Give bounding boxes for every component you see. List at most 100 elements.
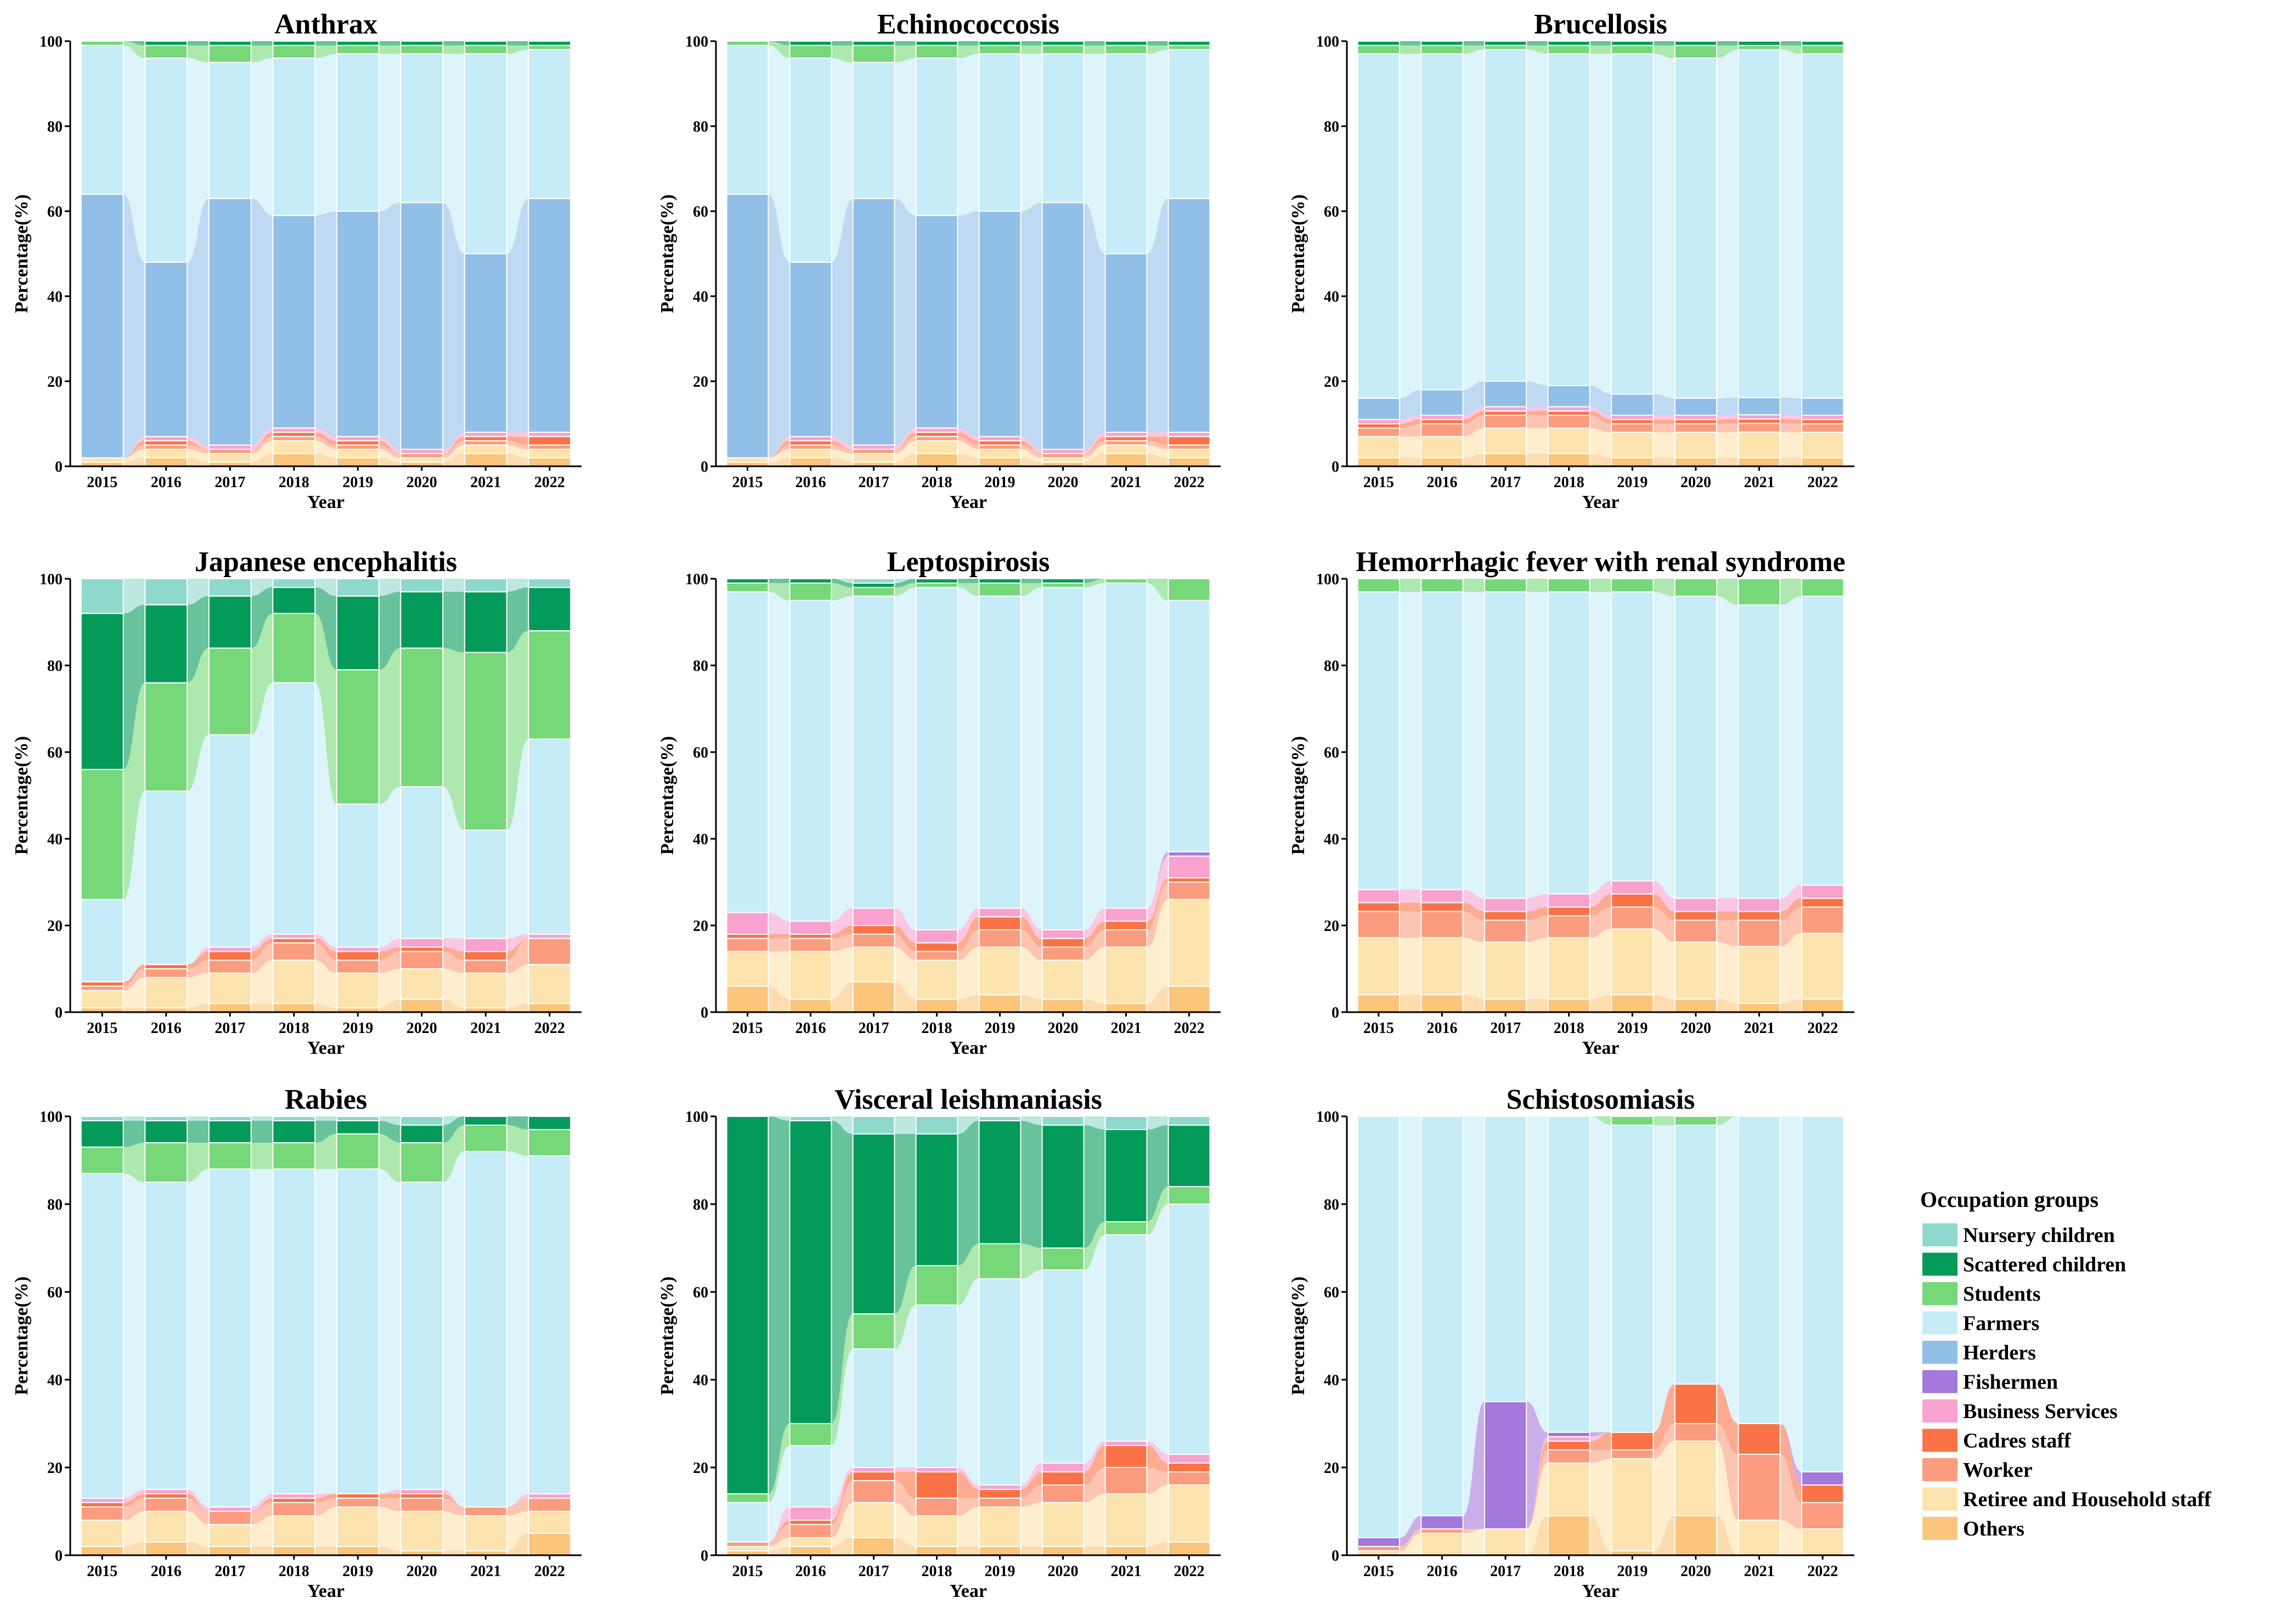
bar-hemorrhagic-fever-with-renal-syndrome-farmers-2019 — [1611, 591, 1654, 882]
bar-anthrax-herders-2016 — [144, 262, 188, 437]
ribbon-brucellosis-business-services-2019 — [1653, 415, 1675, 420]
ribbon-schistosomiasis-worker-2019 — [1653, 1424, 1675, 1459]
y-tick-label-anthrax-60: 60 — [47, 204, 63, 221]
bar-hemorrhagic-fever-with-renal-syndrome-worker-2015 — [1357, 911, 1400, 939]
x-tick-label-hemorrhagic-fever-with-renal-syndrome-2018: 2018 — [1554, 1020, 1584, 1037]
ribbon-leptospirosis-retiree-and-household-staff-2015 — [768, 951, 790, 1000]
ribbon-visceral-leishmaniasis-farmers-2020 — [1084, 1235, 1105, 1463]
ribbon-hemorrhagic-fever-with-renal-syndrome-farmers-2018 — [1589, 591, 1612, 894]
ribbon-anthrax-herders-2015 — [123, 194, 145, 458]
ribbon-rabies-scattered-children-2018 — [315, 1121, 337, 1143]
ribbon-hemorrhagic-fever-with-renal-syndrome-worker-2020 — [1717, 920, 1739, 947]
legend-label-farmers: Farmers — [1963, 1312, 2039, 1335]
bar-japanese-encephalitis-scattered-children-2020 — [400, 591, 444, 649]
bar-japanese-encephalitis-farmers-2020 — [400, 786, 444, 939]
ribbon-visceral-leishmaniasis-cadres-staff-2018 — [957, 1472, 979, 1498]
bar-echinococcosis-students-2016 — [789, 44, 832, 59]
ribbon-brucellosis-scattered-children-2019 — [1653, 41, 1675, 46]
ribbon-brucellosis-farmers-2016 — [1463, 49, 1485, 390]
legend-label-worker: Worker — [1963, 1459, 2033, 1482]
bar-leptospirosis-students-2022 — [1167, 578, 1211, 601]
ribbon-anthrax-herders-2018 — [315, 211, 337, 437]
ribbon-schistosomiasis-cadres-staff-2019 — [1653, 1384, 1675, 1450]
y-tick-label-visceral-leishmaniasis-60: 60 — [693, 1284, 708, 1301]
ribbon-schistosomiasis-retiree-and-household-staff-2021 — [1780, 1520, 1802, 1555]
y-tick-label-hemorrhagic-fever-with-renal-syndrome-40: 40 — [1324, 831, 1339, 848]
bar-visceral-leishmaniasis-scattered-children-2016 — [789, 1120, 832, 1424]
bar-rabies-retiree-and-household-staff-2019 — [336, 1506, 380, 1547]
bar-japanese-encephalitis-business-services-2021 — [464, 938, 507, 952]
ribbon-rabies-cadres-staff-2015 — [123, 1494, 145, 1507]
bar-hemorrhagic-fever-with-renal-syndrome-worker-2020 — [1674, 919, 1718, 943]
bar-hemorrhagic-fever-with-renal-syndrome-business-services-2015 — [1357, 889, 1400, 904]
chart-schistosomiasis: 0 20 40 60 80 100 2015 2016 2017 2018 2019 2020 2021… — [1288, 1084, 1854, 1601]
bar-brucellosis-retiree-and-household-staff-2015 — [1357, 436, 1400, 459]
y-tick-label-schistosomiasis-0: 0 — [1332, 1548, 1339, 1565]
ribbon-leptospirosis-farmers-2019 — [1020, 587, 1042, 930]
bar-brucellosis-others-2020 — [1674, 457, 1718, 467]
bar-schistosomiasis-cadres-staff-2021 — [1737, 1423, 1781, 1455]
bar-brucellosis-worker-2020 — [1674, 423, 1718, 433]
ribbon-leptospirosis-retiree-and-household-staff-2017 — [894, 947, 916, 1000]
x-tick-label-schistosomiasis-2018: 2018 — [1554, 1563, 1584, 1580]
bar-rabies-retiree-and-household-staff-2016 — [144, 1511, 188, 1543]
ribbon-anthrax-others-2015 — [123, 458, 145, 466]
ribbon-brucellosis-others-2015 — [1399, 458, 1421, 466]
bar-visceral-leishmaniasis-students-2016 — [789, 1423, 832, 1446]
y-tick-label-schistosomiasis-60: 60 — [1324, 1284, 1339, 1301]
ribbon-hemorrhagic-fever-with-renal-syndrome-business-services-2021 — [1780, 885, 1802, 912]
bar-japanese-encephalitis-others-2022 — [528, 1003, 572, 1013]
bar-anthrax-herders-2022 — [528, 197, 572, 433]
chart-anthrax: 0 20 40 60 80 100 2015 2016 2017 2018 2019 2020 2021… — [12, 9, 582, 512]
ribbon-anthrax-retiree-and-household-staff-2018 — [315, 441, 337, 458]
ribbon-japanese-encephalitis-worker-2015 — [123, 969, 145, 991]
bar-anthrax-business-services-2022 — [528, 432, 572, 437]
x-tick-label-leptospirosis-2021: 2021 — [1111, 1020, 1142, 1037]
bar-brucellosis-students-2019 — [1611, 44, 1654, 55]
chart-title-anthrax: Anthrax — [274, 9, 377, 40]
ribbon-brucellosis-students-2016 — [1463, 45, 1485, 54]
y-tick-label-visceral-leishmaniasis-20: 20 — [693, 1460, 708, 1477]
ribbon-rabies-business-services-2017 — [251, 1494, 273, 1511]
bar-leptospirosis-farmers-2018 — [915, 586, 958, 930]
ribbon-brucellosis-business-services-2017 — [1526, 407, 1548, 411]
bar-brucellosis-students-2022 — [1801, 44, 1844, 55]
bar-rabies-retiree-and-household-staff-2022 — [528, 1511, 572, 1534]
bar-visceral-leishmaniasis-nursery-children-2018 — [915, 1116, 958, 1134]
x-tick-label-rabies-2018: 2018 — [279, 1563, 309, 1580]
ribbon-japanese-encephalitis-worker-2019 — [379, 951, 401, 973]
ribbon-brucellosis-herders-2020 — [1717, 397, 1739, 415]
chart-brucellosis: 0 20 40 60 80 100 2015 2016 2017 2018 2019 2020 2021… — [1288, 9, 1854, 512]
y-tick-label-schistosomiasis-80: 80 — [1324, 1196, 1339, 1213]
ribbon-brucellosis-farmers-2019 — [1653, 54, 1675, 398]
ribbon-schistosomiasis-fishermen-2017 — [1526, 1402, 1548, 1529]
bar-rabies-farmers-2019 — [336, 1168, 380, 1494]
bar-visceral-leishmaniasis-business-services-2017 — [852, 1467, 895, 1472]
bar-anthrax-others-2016 — [144, 457, 188, 467]
x-tick-label-rabies-2016: 2016 — [151, 1563, 182, 1580]
bar-visceral-leishmaniasis-worker-2015 — [726, 1542, 769, 1547]
bar-echinococcosis-cadres-staff-2022 — [1167, 436, 1211, 446]
bar-leptospirosis-farmers-2022 — [1167, 600, 1211, 853]
bar-visceral-leishmaniasis-cadres-staff-2019 — [978, 1489, 1022, 1499]
ribbon-brucellosis-worker-2018 — [1589, 415, 1612, 432]
bar-hemorrhagic-fever-with-renal-syndrome-retiree-and-household-staff-2020 — [1674, 941, 1718, 1000]
ribbon-hemorrhagic-fever-with-renal-syndrome-worker-2015 — [1399, 911, 1421, 938]
bar-japanese-encephalitis-retiree-and-household-staff-2021 — [464, 972, 507, 1009]
ribbon-leptospirosis-nursery-children-2017 — [894, 579, 916, 583]
bar-japanese-encephalitis-others-2020 — [400, 998, 444, 1013]
ribbon-rabies-farmers-2018 — [315, 1169, 337, 1494]
bar-visceral-leishmaniasis-business-services-2016 — [789, 1506, 832, 1521]
bar-brucellosis-students-2017 — [1483, 44, 1527, 50]
legend-label-herders: Herders — [1963, 1341, 2036, 1364]
ribbon-japanese-encephalitis-retiree-and-household-staff-2015 — [123, 977, 145, 1008]
ribbon-visceral-leishmaniasis-retiree-and-household-staff-2017 — [894, 1503, 916, 1546]
bar-anthrax-scattered-children-2016 — [144, 41, 188, 46]
bar-brucellosis-herders-2022 — [1801, 398, 1844, 416]
legend: Occupation groups Nursery children Scatte… — [1920, 1187, 2212, 1540]
x-axis-label-hemorrhagic-fever-with-renal-syndrome: Year — [1582, 1038, 1620, 1058]
bar-schistosomiasis-retiree-and-household-staff-2017 — [1483, 1528, 1527, 1556]
bar-rabies-retiree-and-household-staff-2017 — [208, 1524, 252, 1547]
bar-japanese-encephalitis-nursery-children-2021 — [464, 578, 507, 592]
ribbon-brucellosis-business-services-2020 — [1717, 415, 1739, 420]
